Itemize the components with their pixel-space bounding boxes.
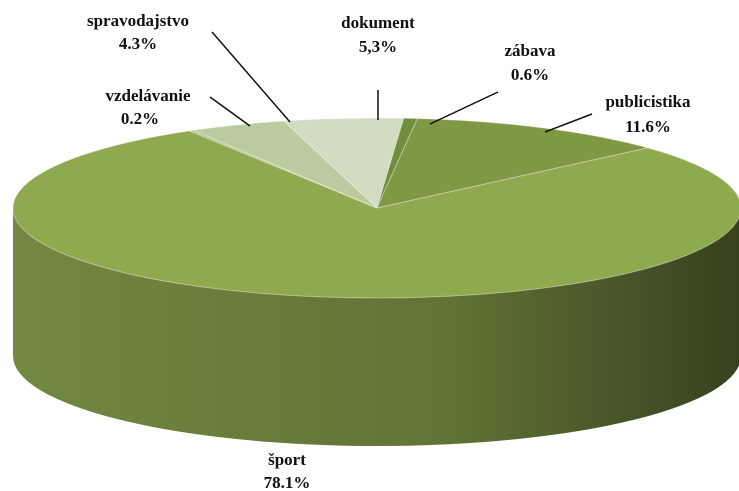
labels: dokument 5,3% zábava 0.6% publicistika 11.6% š… — [87, 11, 691, 491]
category-label: spravodajstvo — [87, 11, 189, 30]
pie-slice — [187, 129, 378, 209]
category-label: šport — [268, 450, 306, 469]
value-label: 4.3% — [119, 34, 157, 53]
leader-line — [429, 91, 499, 125]
leader-line — [211, 31, 291, 123]
category-label: vzdelávanie — [106, 86, 191, 105]
value-label: 0.6% — [511, 65, 549, 84]
category-label: dokument — [341, 13, 415, 32]
value-label: 78.1% — [264, 473, 311, 491]
category-label: zábava — [505, 41, 557, 60]
pie-side-shade — [13, 208, 739, 446]
pie-tops — [12, 117, 739, 299]
value-label: 0.2% — [121, 109, 159, 128]
leader-line — [209, 96, 251, 127]
value-label: 11.6% — [625, 117, 671, 136]
pie-slice — [376, 117, 419, 209]
pie-slice — [12, 130, 739, 299]
pie-slice — [191, 120, 378, 209]
category-label: publicistika — [605, 92, 691, 111]
value-label: 5,3% — [359, 37, 397, 56]
pie-sides — [13, 208, 739, 446]
leader-line — [544, 113, 593, 133]
pie-slice — [282, 117, 405, 209]
